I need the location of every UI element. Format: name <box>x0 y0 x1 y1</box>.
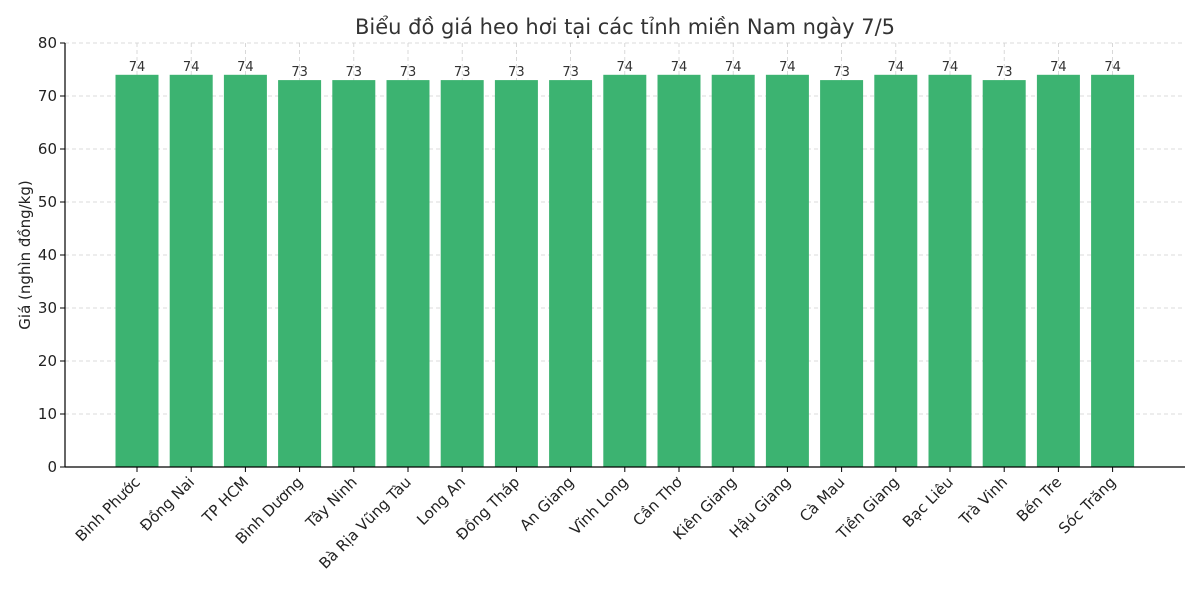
x-tick-label: Đồng Nai <box>136 473 198 535</box>
x-tick-label: Cà Mau <box>796 473 848 525</box>
bar <box>603 74 647 468</box>
x-tick-label: Bà Rịa Vũng Tàu <box>315 473 414 572</box>
bar-value-label: 73 <box>996 65 1013 80</box>
bar <box>928 74 972 468</box>
bar <box>1036 74 1080 468</box>
bar <box>223 74 267 468</box>
bar <box>982 80 1026 467</box>
bar <box>711 74 755 468</box>
y-tick-label: 30 <box>38 299 57 317</box>
bar-value-label: 74 <box>183 60 200 75</box>
bar-value-label: 74 <box>725 60 742 75</box>
bar-value-label: 74 <box>1050 60 1067 75</box>
bar-value-label: 74 <box>671 60 688 75</box>
bar <box>169 74 213 468</box>
bar-value-label: 74 <box>942 60 959 75</box>
y-tick-label: 80 <box>38 34 57 52</box>
y-tick-label: 50 <box>38 193 57 211</box>
bar <box>494 80 538 467</box>
bar-value-label: 73 <box>508 65 525 80</box>
bar <box>874 74 918 468</box>
bar <box>1091 74 1135 468</box>
bar <box>332 80 376 467</box>
bar <box>115 74 159 468</box>
bar-value-label: 73 <box>400 65 417 80</box>
x-tick-label: Bạc Liêu <box>899 473 957 531</box>
bar-value-label: 73 <box>833 65 850 80</box>
bar <box>657 74 701 468</box>
x-tick-label: Bình Phước <box>72 473 144 545</box>
bar <box>440 80 484 467</box>
bar-value-label: 74 <box>237 60 254 75</box>
y-tick-label: 20 <box>38 352 57 370</box>
y-tick-label: 10 <box>38 405 57 423</box>
x-tick-label: Bến Tre <box>1013 473 1065 525</box>
y-tick-label: 70 <box>38 87 57 105</box>
bar-value-label: 74 <box>129 60 146 75</box>
bar <box>765 74 809 468</box>
x-tick-label: Sóc Trăng <box>1055 473 1119 537</box>
x-tick-label: Cần Thơ <box>629 473 686 530</box>
y-tick-label: 0 <box>47 458 57 476</box>
bar <box>820 80 864 467</box>
y-tick-label: 40 <box>38 246 57 264</box>
x-tick-label: Trà Vinh <box>955 473 1011 529</box>
y-tick-label: 60 <box>38 140 57 158</box>
bar-value-label: 73 <box>562 65 579 80</box>
x-tick-label: TP HCM <box>198 473 252 527</box>
axis-layer <box>60 42 1185 472</box>
bar-value-label: 74 <box>779 60 796 75</box>
bar-value-label: 73 <box>454 65 471 80</box>
bar-value-label: 73 <box>291 65 308 80</box>
bar <box>386 80 430 467</box>
bar-layer <box>115 74 1135 468</box>
bar-value-label: 73 <box>346 65 363 80</box>
bar-value-label: 74 <box>617 60 634 75</box>
x-tick-label: Vĩnh Long <box>566 473 631 538</box>
chart-title: Biểu đồ giá heo hơi tại các tỉnh miền Na… <box>355 15 895 39</box>
bar <box>278 80 322 467</box>
x-tick-label: Long An <box>413 473 469 529</box>
y-axis-label: Giá (nghìn đồng/kg) <box>16 180 34 329</box>
bar-value-label: 74 <box>1104 60 1121 75</box>
bar-value-label: 74 <box>888 60 905 75</box>
bar <box>549 80 593 467</box>
